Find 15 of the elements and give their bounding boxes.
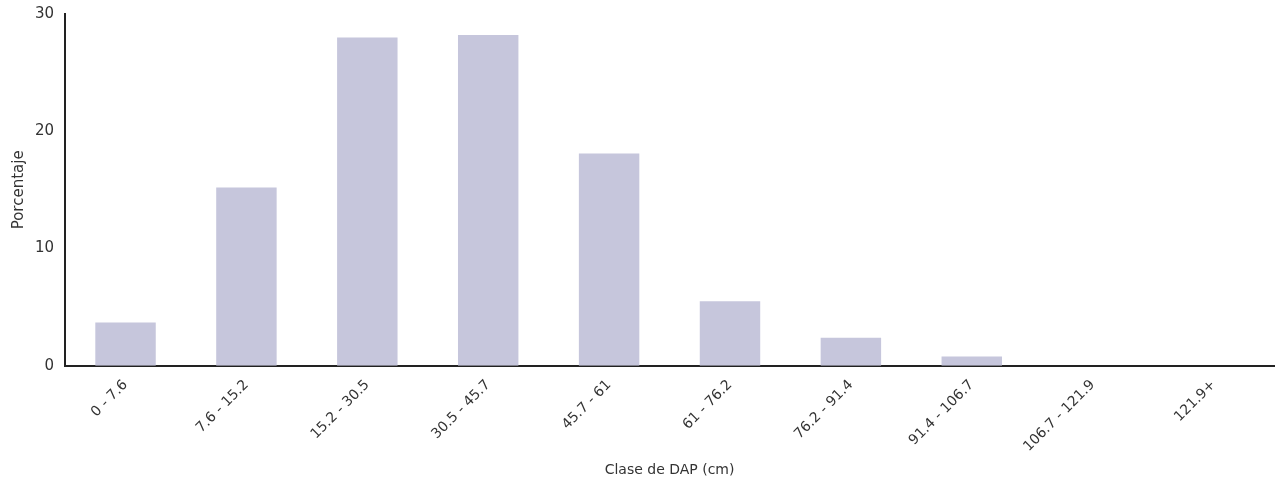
bar [457, 35, 519, 366]
y-tick-label: 0 [44, 355, 55, 374]
bar [95, 322, 156, 366]
x-tick-label: 0 - 7.6 [87, 376, 131, 420]
bar [216, 187, 277, 366]
bar [337, 37, 398, 366]
y-tick-label: 30 [34, 3, 55, 22]
x-axis-title: Clase de DAP (cm) [604, 461, 735, 478]
bar [820, 337, 882, 366]
bar [941, 356, 1002, 366]
bar [578, 153, 640, 366]
y-tick-label: 10 [34, 238, 55, 257]
bar [699, 301, 761, 366]
y-axis-title: Porcentaje [8, 150, 27, 230]
y-tick-label: 20 [34, 121, 55, 140]
